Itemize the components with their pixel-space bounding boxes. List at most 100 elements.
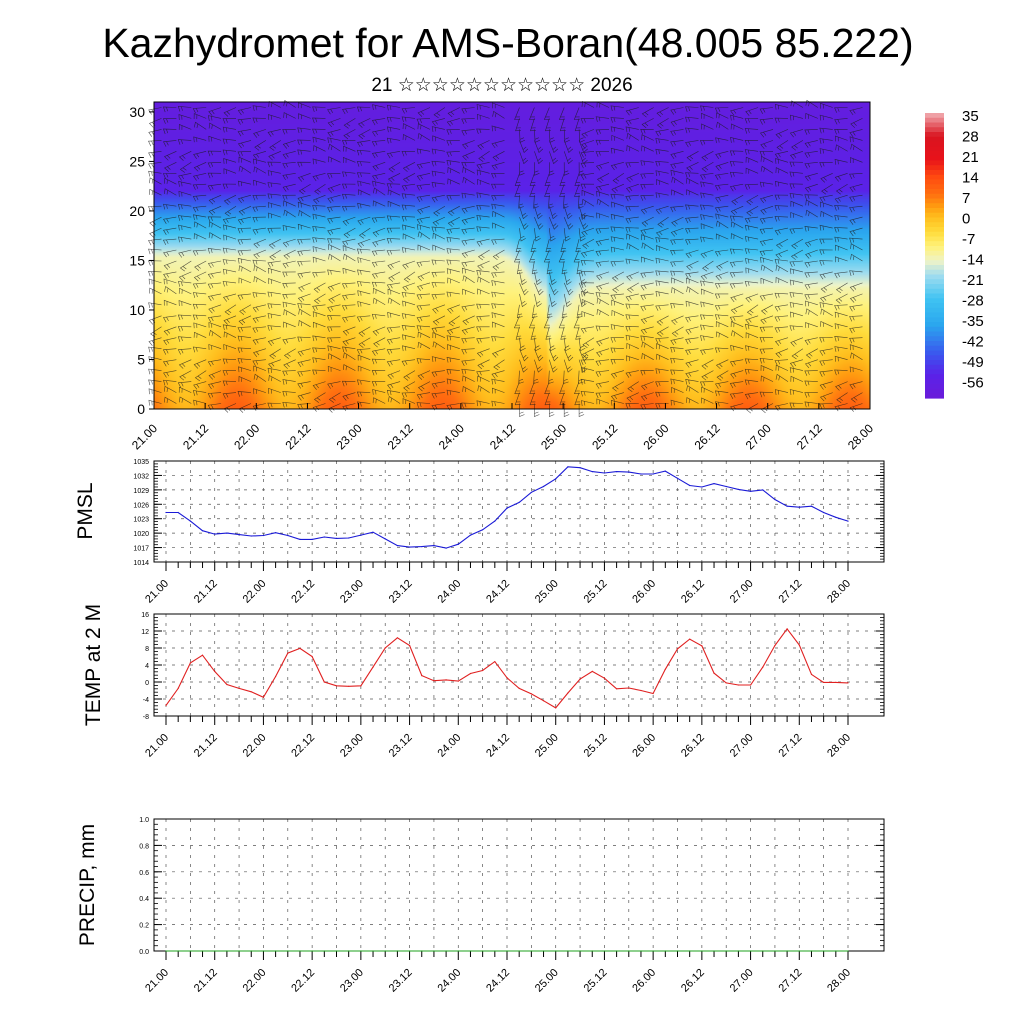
wind-barb — [372, 129, 386, 137]
wind-barb — [237, 347, 252, 353]
wind-barb — [163, 359, 177, 367]
data-point — [737, 950, 740, 952]
wind-barb — [819, 162, 833, 168]
data-point — [384, 647, 386, 649]
wind-barb — [282, 282, 296, 289]
wind-barb — [357, 238, 371, 248]
wind-barb — [774, 117, 789, 124]
wind-barb — [298, 183, 311, 195]
wind-barb — [730, 137, 744, 143]
wind-barb — [386, 389, 401, 396]
wind-barb — [625, 227, 639, 233]
wind-barb — [177, 348, 192, 355]
data-point — [652, 473, 654, 475]
wind-barb — [745, 236, 759, 242]
data-point — [774, 644, 776, 647]
wind-barb — [431, 282, 445, 288]
wind-barb — [544, 118, 551, 132]
wind-barb — [386, 326, 401, 333]
wind-barb — [341, 282, 356, 289]
wind-barb — [715, 233, 729, 240]
wind-barb — [655, 160, 669, 167]
x-tick-label: 23.12 — [387, 732, 415, 760]
wind-barb — [148, 346, 162, 353]
wind-barb — [519, 216, 529, 230]
data-point — [518, 501, 520, 503]
wind-barb — [699, 381, 714, 388]
wind-barb — [819, 238, 833, 245]
wind-barb — [655, 304, 669, 311]
wind-barb — [192, 346, 207, 353]
wind-barb — [819, 148, 833, 154]
wind-barb — [625, 216, 639, 224]
wind-barb — [581, 227, 595, 237]
wind-barb — [580, 282, 595, 288]
wind-barb — [656, 343, 669, 350]
heatmap-y-tick-label: 10 — [129, 302, 145, 318]
colorbar-segment — [925, 284, 944, 290]
wind-barb — [267, 325, 281, 331]
wind-barb — [640, 128, 654, 135]
wind-barb — [402, 282, 416, 292]
data-point — [713, 672, 715, 674]
wind-barb — [596, 173, 610, 184]
wind-barb — [640, 370, 654, 376]
wind-barb — [544, 184, 551, 197]
wind-barb — [431, 226, 445, 233]
wind-barb — [530, 239, 537, 252]
data-point — [214, 670, 216, 673]
wind-barb — [789, 302, 803, 308]
data-point — [798, 950, 800, 952]
wind-barb — [192, 292, 207, 298]
data-point — [494, 520, 496, 522]
wind-barb — [580, 291, 595, 297]
wind-barb — [745, 107, 759, 116]
wind-barb — [686, 151, 699, 162]
wind-barb — [373, 187, 386, 196]
wind-barb — [670, 107, 684, 115]
x-tick-label: 27.12 — [776, 732, 804, 760]
wind-barb — [416, 402, 431, 408]
wind-barb — [655, 368, 669, 374]
wind-barb — [789, 260, 803, 268]
wind-barb — [686, 162, 699, 172]
wind-barb — [327, 345, 341, 352]
wind-barb — [804, 140, 818, 148]
wind-barb — [462, 288, 475, 295]
wind-barb — [178, 151, 192, 161]
wind-barb — [253, 249, 267, 260]
wind-barb — [835, 244, 848, 251]
data-point — [384, 538, 386, 540]
wind-barb — [193, 233, 207, 240]
wind-barb — [313, 282, 326, 293]
wind-barb — [775, 158, 789, 164]
colorbar-label: 14 — [962, 170, 979, 187]
wind-barb — [548, 370, 554, 385]
wind-barb — [148, 140, 162, 147]
data-point — [713, 483, 715, 485]
wind-barb — [715, 162, 729, 171]
wind-barb — [563, 195, 569, 209]
wind-barb — [446, 151, 460, 158]
wind-barb — [641, 118, 654, 129]
data-point — [409, 546, 411, 548]
wind-barb — [534, 293, 542, 308]
wind-barb — [461, 129, 475, 136]
data-point — [360, 534, 362, 536]
wind-barb — [178, 124, 192, 130]
wind-barb — [805, 249, 818, 259]
wind-barb — [417, 341, 431, 349]
wind-barb — [534, 359, 543, 373]
wind-barb — [431, 356, 445, 362]
wind-barb — [701, 123, 714, 130]
wind-barb — [543, 249, 550, 263]
wind-barb — [759, 107, 774, 114]
wind-barb — [518, 370, 524, 385]
wind-barb — [416, 260, 431, 268]
wind-barb — [746, 304, 759, 316]
wind-barb — [745, 293, 759, 303]
wind-barb — [670, 369, 684, 376]
wind-barb — [670, 347, 684, 353]
wind-barb — [312, 158, 326, 165]
wind-barb — [729, 161, 744, 167]
